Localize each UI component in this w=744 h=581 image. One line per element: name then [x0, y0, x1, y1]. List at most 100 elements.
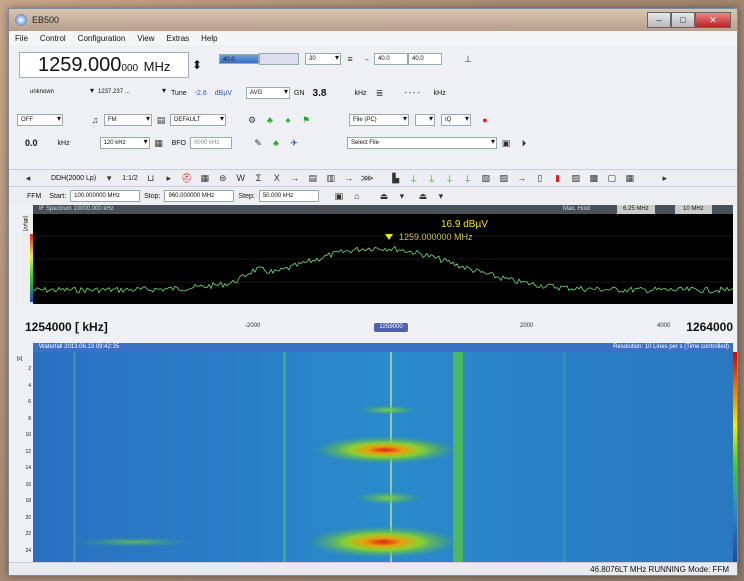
scan-icon[interactable]: ⊜: [218, 173, 227, 183]
level-icon[interactable]: ⏏: [379, 191, 389, 201]
marker-triangle-icon[interactable]: [385, 234, 393, 240]
waterfall-plot[interactable]: [33, 352, 733, 562]
unknown-select[interactable]: unknown: [27, 87, 95, 99]
window-title: EB500: [32, 15, 60, 25]
waterfall-line-3: [453, 352, 463, 562]
signal-green-icon-3[interactable]: ⍊: [447, 173, 453, 183]
list-icon[interactable]: ▤: [308, 173, 317, 183]
close-button[interactable]: ✕: [695, 12, 731, 28]
stop-field[interactable]: 960.000000 MHz: [164, 190, 235, 202]
bfo-field[interactable]: 0000 kHz: [189, 137, 232, 149]
play-icon[interactable]: ▸: [166, 173, 171, 183]
level-icon-2[interactable]: ⏏: [418, 191, 428, 201]
start-field[interactable]: 100.000000 MHz: [70, 190, 141, 202]
squelch-field-2[interactable]: 40.0: [408, 53, 442, 65]
menu-file[interactable]: File: [15, 33, 28, 43]
level-unit: kHz: [57, 139, 70, 147]
demod-icon[interactable]: ▤: [156, 115, 166, 125]
menu-control[interactable]: Control: [39, 33, 66, 43]
level-bar-1: 40.0: [219, 54, 259, 64]
ratio-select[interactable]: 1:1/2: [122, 174, 138, 182]
signal-green-icon-4[interactable]: ⍊: [465, 173, 471, 183]
step-field[interactable]: 50.000 kHz: [258, 190, 319, 202]
ctl-icon[interactable]: ⚙: [247, 115, 257, 125]
marker-icon[interactable]: ⊔: [147, 173, 155, 183]
cross-icon[interactable]: X: [273, 173, 280, 183]
waterfall-y-unit: [s]: [17, 356, 23, 362]
signal-green-icon[interactable]: ⍊: [411, 173, 417, 183]
page-icon[interactable]: ▯: [537, 173, 543, 183]
scroll-left-icon[interactable]: ◂: [25, 173, 31, 183]
menu-help[interactable]: Help: [201, 33, 218, 43]
zoom-icon[interactable]: ⋙: [360, 173, 374, 183]
file-browse-icon[interactable]: ▣: [501, 138, 511, 148]
file-pc-select[interactable]: File (PC): [349, 114, 409, 126]
span-select-2[interactable]: 10 MHz: [675, 205, 712, 214]
chart-icon[interactable]: ▮: [555, 173, 561, 183]
off-select[interactable]: OFF: [17, 114, 63, 126]
antenna-icon-3[interactable]: ⚑: [301, 115, 311, 125]
bfo-icon[interactable]: ▦: [154, 138, 163, 148]
chart-icon-2[interactable]: ▨: [571, 173, 580, 183]
demod-select[interactable]: FM: [104, 114, 152, 126]
menu-view[interactable]: View: [137, 33, 155, 43]
att-icon[interactable]: ≡: [347, 54, 353, 64]
sigma-icon[interactable]: Σ: [255, 173, 262, 183]
document-icon[interactable]: ▙: [392, 173, 400, 183]
waterfall-resolution[interactable]: Resolution: 10 Lines per s (Time control…: [613, 344, 729, 350]
maximize-button[interactable]: □: [671, 12, 695, 28]
mode-select[interactable]: DDH(2000 Lp): [51, 174, 97, 182]
chat-icon[interactable]: ▢: [607, 173, 616, 183]
table-icon[interactable]: ▥: [326, 173, 335, 183]
arrow-right-icon-3[interactable]: →: [517, 173, 527, 183]
signal-icon[interactable]: ✈: [290, 138, 298, 148]
level-dropdown-icon[interactable]: ▾: [399, 191, 405, 201]
waterfall-y-label: 4: [28, 382, 31, 389]
grid-icon[interactable]: ▦: [200, 173, 209, 183]
bandwidth-icon[interactable]: ≣: [375, 88, 384, 98]
alarm-icon[interactable]: ⛑: [181, 173, 193, 183]
antenna-icon-2[interactable]: ♠: [285, 115, 291, 125]
squelch-ant-icon[interactable]: ♣: [273, 138, 279, 148]
center-frequency-badge[interactable]: 1259000: [374, 323, 408, 332]
arrow-right-icon-2[interactable]: →: [344, 173, 354, 183]
menu-configuration[interactable]: Configuration: [77, 33, 126, 43]
minimize-button[interactable]: –: [647, 12, 671, 28]
avg-select[interactable]: AVG: [246, 87, 291, 99]
level-dropdown-icon-2[interactable]: ▾: [438, 191, 444, 201]
signal-green-icon-2[interactable]: ⍊: [429, 173, 435, 183]
span-select-1[interactable]: 6.25 MHz: [617, 205, 655, 214]
headphones-icon[interactable]: ♫: [91, 115, 99, 125]
frequency-spin-icon[interactable]: ⬍: [191, 58, 202, 72]
squelch-icon[interactable]: ⊥: [464, 54, 472, 64]
squelch-field-1[interactable]: 40.0: [374, 53, 408, 65]
file-select-2[interactable]: [415, 114, 435, 126]
spectrum-plot[interactable]: 16.9 dBµV 1259.000000 MHz: [33, 214, 733, 304]
select-file-dropdown[interactable]: Select File: [346, 137, 497, 149]
arrow-right-icon[interactable]: →: [290, 173, 300, 183]
waterfall-y-label: 20: [25, 514, 31, 521]
save-icon[interactable]: ▣: [334, 191, 344, 201]
folder-icon[interactable]: ⌂: [354, 191, 360, 201]
wave-icon[interactable]: W: [236, 173, 245, 183]
mode-dropdown-icon[interactable]: ▾: [106, 173, 112, 183]
attenuation-select[interactable]: 30: [305, 53, 341, 65]
menu-extras[interactable]: Extras: [166, 33, 190, 43]
default-select[interactable]: DEFAULT: [170, 114, 226, 126]
waterfall-line-2: [283, 352, 286, 562]
chart-icon-3[interactable]: ▩: [589, 173, 598, 183]
antenna-icon-1[interactable]: ♣: [267, 115, 273, 125]
iq-select[interactable]: IQ: [441, 114, 471, 126]
play-file-icon[interactable]: ⏵: [521, 138, 527, 148]
window-icon[interactable]: ▨: [499, 173, 508, 183]
ml-icon[interactable]: ✎: [254, 138, 262, 148]
max-hold-label[interactable]: Max. Hold: [563, 206, 591, 212]
edit-icon[interactable]: ▧: [481, 173, 490, 183]
monitor-icon[interactable]: ▦: [625, 173, 634, 183]
range-select[interactable]: 1237.237 ...: [95, 87, 167, 99]
if-bw-select[interactable]: 120 kHz: [99, 137, 150, 149]
tune-value: -2.6: [194, 89, 207, 97]
frequency-display[interactable]: 1259.000000 MHz ⬍: [19, 52, 202, 78]
scroll-right-icon[interactable]: ▸: [662, 173, 667, 183]
record-icon[interactable]: ●: [482, 115, 488, 125]
